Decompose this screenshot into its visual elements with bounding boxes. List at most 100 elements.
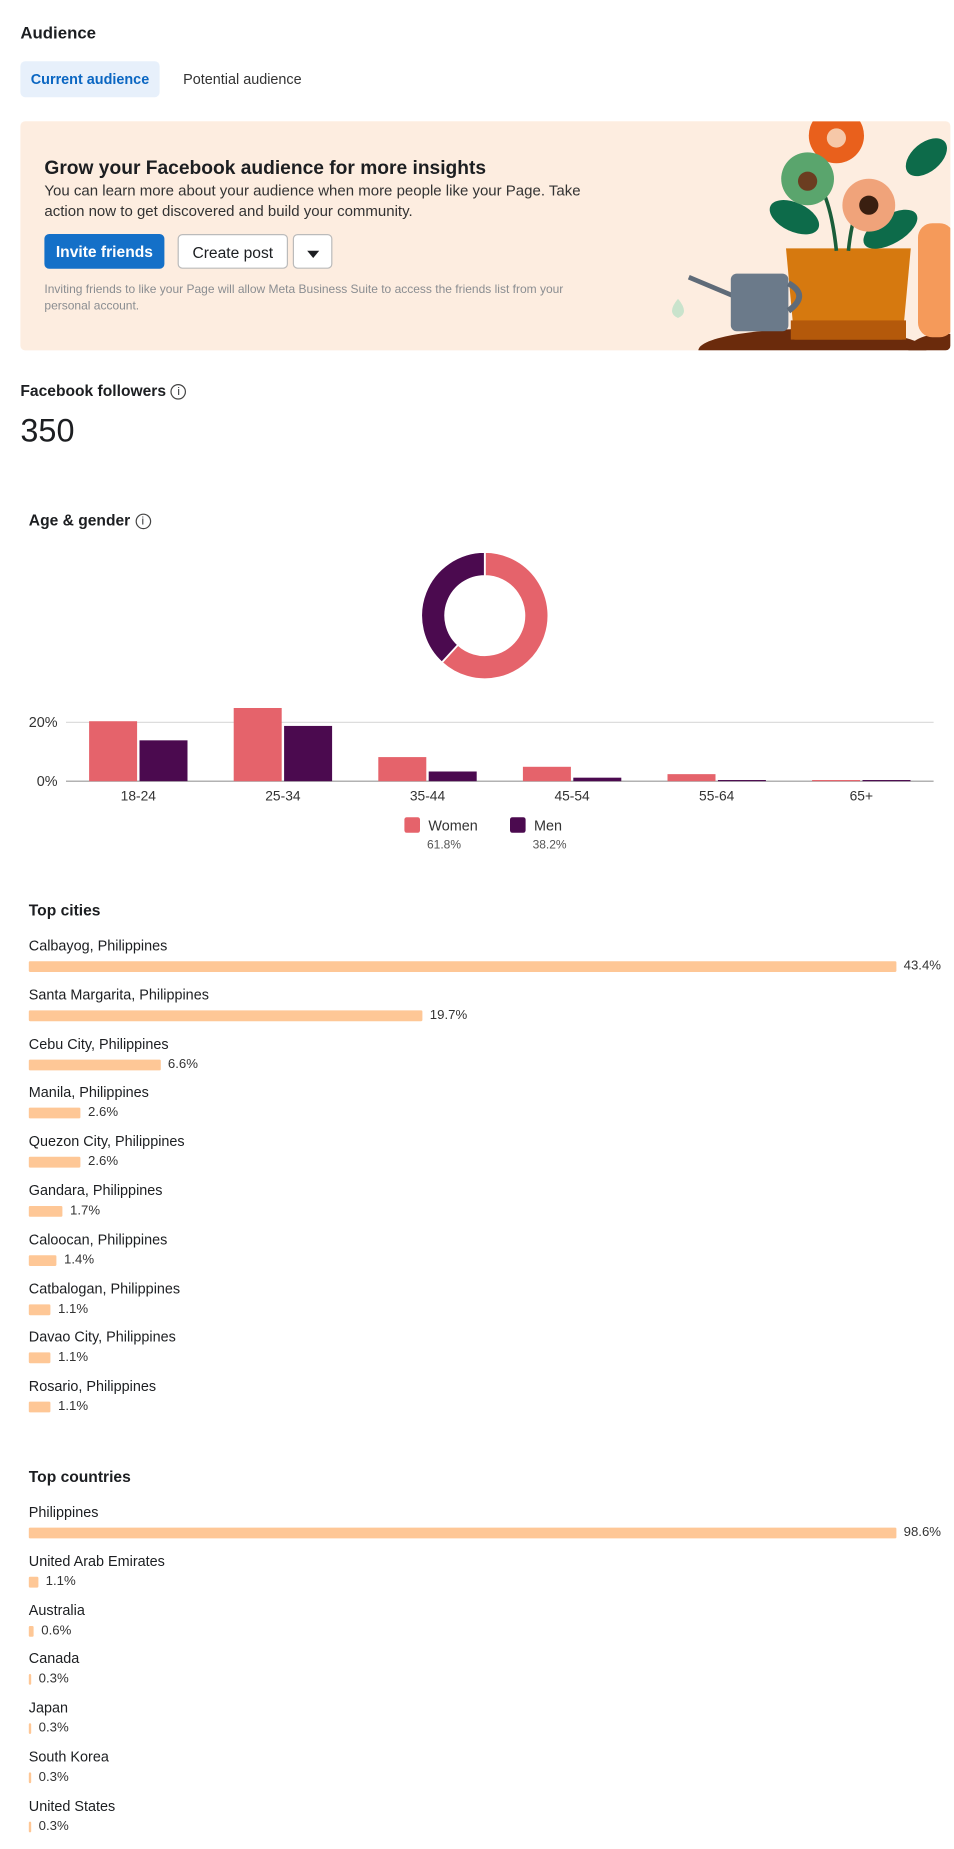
value-label: 0.6% — [41, 1623, 72, 1638]
age-gender-heading: Age & gender i — [28, 511, 151, 530]
cities-title: Top cities — [28, 901, 101, 920]
value-label: 1.1% — [57, 1399, 89, 1414]
x-tick-label: 18-24 — [121, 788, 157, 803]
item-name: United States — [28, 1797, 116, 1815]
bar — [28, 1254, 57, 1266]
invite-friends-button[interactable]: Invite friends — [44, 234, 165, 269]
item-name: South Korea — [28, 1748, 109, 1766]
item-name: United Arab Emirates — [28, 1552, 165, 1570]
x-tick-label: 55-64 — [699, 788, 735, 803]
bar — [717, 780, 766, 782]
tab-potential[interactable]: Potential audience — [183, 70, 302, 88]
value-label: 1.7% — [69, 1203, 101, 1218]
value-label: 0.3% — [38, 1818, 69, 1834]
item-name: Cebu City, Philippines — [28, 1035, 169, 1052]
banner: Grow your Facebook audience for more ins… — [20, 121, 951, 351]
value-label: 2.6% — [87, 1105, 119, 1121]
item-name: Philippines — [28, 1503, 99, 1521]
followers-heading: Facebook followers i — [20, 381, 187, 400]
bar — [378, 757, 427, 782]
value-label: 1.1% — [45, 1574, 76, 1589]
bar — [28, 1625, 35, 1637]
legend-swatch — [404, 817, 421, 833]
legend-total: 38.2% — [533, 837, 567, 851]
value-label: 19.7% — [429, 1007, 468, 1023]
banner-note: Inviting friends to like your Page will … — [44, 283, 564, 313]
banner-body: You can learn more about your audience w… — [44, 182, 581, 220]
value-label: 43.4% — [903, 958, 942, 974]
banner-illustration — [672, 121, 951, 351]
age-gender-title: Age & gender — [28, 511, 131, 530]
bar — [28, 1108, 81, 1119]
bar — [233, 707, 282, 782]
value-label: 0.3% — [38, 1770, 69, 1785]
bar — [139, 740, 188, 782]
bar — [28, 1401, 51, 1413]
y-tick-label: 20% — [29, 715, 58, 731]
bar — [28, 1674, 32, 1686]
item-name: Gandara, Philippines — [28, 1182, 163, 1199]
item-name: Catbalogan, Philippines — [28, 1279, 181, 1297]
value-label: 6.6% — [167, 1056, 199, 1072]
age-gender-chart: 0% 20% 18-24 25-34 35-44 45-54 55-64 65+ Women 61… — [29, 551, 934, 851]
value-label: 98.6% — [903, 1525, 942, 1540]
item-name: Rosario, Philippines — [28, 1377, 157, 1395]
bar — [28, 961, 897, 973]
x-tick-label: 25-34 — [265, 788, 301, 803]
bar — [812, 780, 861, 782]
value-label: 1.1% — [57, 1301, 89, 1316]
item-name: Canada — [28, 1650, 80, 1668]
value-label: 1.1% — [57, 1350, 89, 1365]
bar — [284, 725, 333, 782]
tab-current[interactable]: Current audience — [20, 61, 160, 98]
followers-label: Facebook followers — [20, 381, 167, 400]
item-name: Japan — [28, 1699, 69, 1717]
legend-label: Men — [534, 818, 562, 834]
x-tick-label: 35-44 — [410, 788, 446, 803]
bar — [28, 1576, 39, 1588]
bar — [28, 1527, 897, 1539]
value-label: 0.3% — [38, 1672, 69, 1687]
item-name: Calbayog, Philippines — [28, 937, 168, 955]
bar — [28, 1206, 63, 1217]
dropdown-button[interactable] — [292, 234, 333, 269]
info-icon[interactable]: i — [135, 513, 151, 530]
bar — [89, 721, 138, 782]
value-label: 2.6% — [87, 1154, 119, 1170]
legend-swatch — [510, 817, 526, 833]
page-title: Audience — [20, 22, 97, 42]
bar — [667, 774, 716, 782]
bar — [522, 766, 571, 782]
bar — [28, 1352, 51, 1364]
bar — [28, 1723, 32, 1735]
item-name: Manila, Philippines — [28, 1084, 149, 1101]
x-tick-label: 45-54 — [554, 788, 590, 803]
item-name: Santa Margarita, Philippines — [28, 986, 209, 1003]
bar — [862, 780, 911, 782]
info-icon[interactable]: i — [170, 384, 187, 400]
item-name: Quezon City, Philippines — [28, 1133, 185, 1150]
item-name: Davao City, Philippines — [28, 1328, 176, 1346]
donut-segment — [420, 551, 486, 664]
bar — [28, 1303, 51, 1315]
y-tick-label: 0% — [37, 774, 58, 790]
bar — [28, 1059, 161, 1070]
countries-title: Top countries — [28, 1467, 131, 1486]
followers-count: 350 — [20, 412, 75, 449]
bar — [428, 771, 477, 782]
item-name: Caloocan, Philippines — [28, 1230, 168, 1248]
value-label: 0.3% — [38, 1721, 69, 1736]
item-name: Australia — [28, 1601, 85, 1619]
bar — [28, 1821, 32, 1833]
banner-title: Grow your Facebook audience for more ins… — [44, 158, 487, 179]
bar — [28, 1157, 81, 1168]
legend-total: 61.8% — [427, 837, 461, 851]
create-post-button[interactable]: Create post — [177, 234, 288, 269]
value-label: 1.4% — [63, 1252, 95, 1267]
donut-segment — [440, 551, 550, 681]
x-tick-label: 65+ — [850, 788, 873, 803]
legend-label: Women — [428, 818, 477, 834]
bar — [573, 777, 622, 782]
bar — [28, 1772, 32, 1784]
